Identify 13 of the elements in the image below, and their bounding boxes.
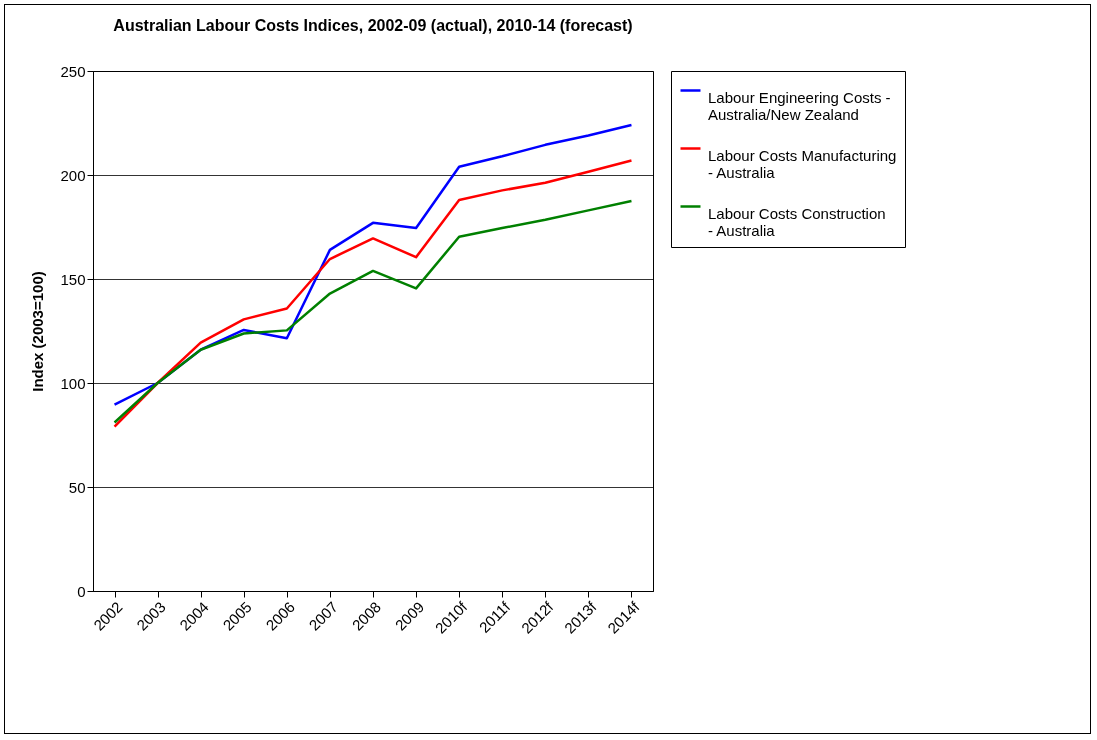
y-axis-title: Index (2003=100) bbox=[29, 271, 47, 392]
legend-label: Labour Costs Manufacturing - Australia bbox=[708, 146, 897, 181]
chart-title: Australian Labour Costs Indices, 2002-09 (actual), 2010-14 (forecast) bbox=[113, 17, 633, 34]
legend-label: Labour Engineering Costs - Australia/New Zealand bbox=[708, 88, 891, 123]
y-tick-label: 200 bbox=[60, 166, 86, 184]
y-tick-label: 100 bbox=[60, 374, 86, 392]
y-tick-label: 50 bbox=[68, 478, 86, 496]
line-series bbox=[113, 159, 633, 428]
y-tick-label: 250 bbox=[60, 62, 86, 80]
legend-label: Labour Costs Construction - Australia bbox=[708, 204, 886, 239]
y-tick-label: 150 bbox=[60, 270, 86, 288]
line-series bbox=[113, 199, 633, 424]
y-tick-label: 0 bbox=[77, 582, 86, 600]
